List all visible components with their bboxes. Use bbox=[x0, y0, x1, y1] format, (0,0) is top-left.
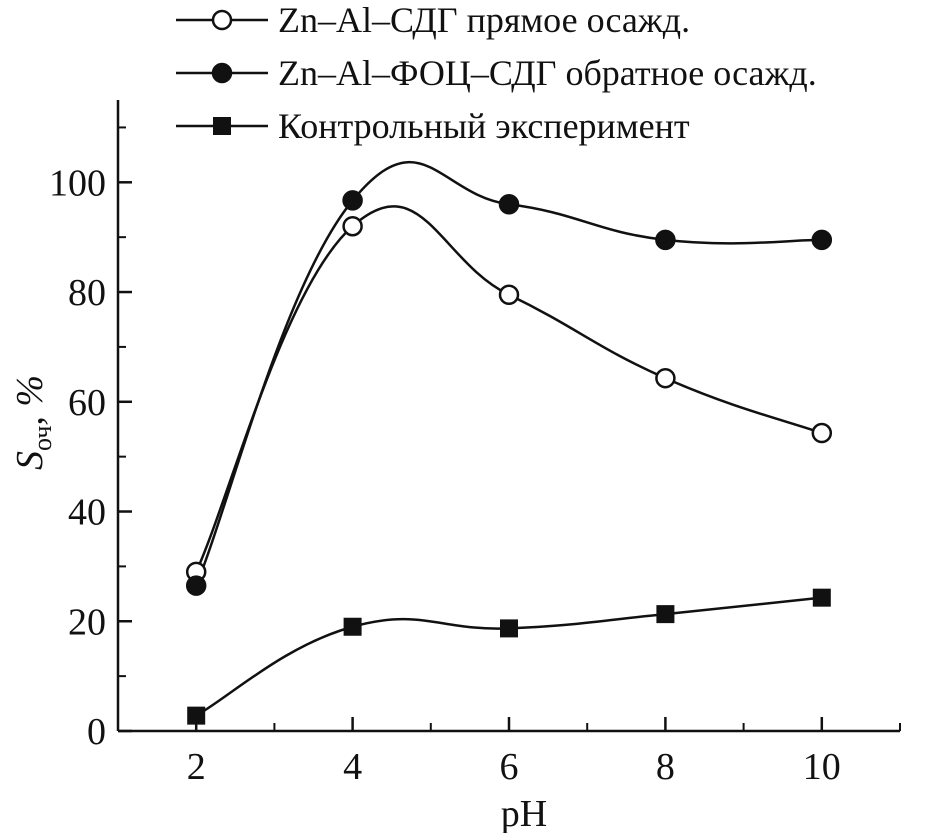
legend-marker-1 bbox=[211, 9, 233, 31]
legend-label-3: Контрольный эксперимент bbox=[278, 106, 690, 146]
legend-label-2: Zn–Al–ФОЦ–СДГ обратное осажд. bbox=[278, 53, 817, 93]
series-3-point bbox=[656, 605, 675, 624]
series-2-point bbox=[655, 229, 676, 251]
y-axis-title-symbol: S bbox=[9, 451, 51, 470]
legend-marker-2 bbox=[211, 62, 233, 84]
series-2-point bbox=[498, 194, 520, 215]
y-tick-label: 60 bbox=[68, 382, 106, 424]
x-tick-label: 8 bbox=[656, 746, 675, 788]
series-2-point bbox=[811, 229, 833, 251]
legend-marker-3 bbox=[213, 117, 231, 135]
y-tick-label: 20 bbox=[68, 601, 106, 643]
y-tick-label: 40 bbox=[68, 492, 106, 534]
x-tick-label: 10 bbox=[803, 746, 841, 788]
x-tick-label: 2 bbox=[187, 746, 206, 788]
y-axis-title-subscript: оч bbox=[28, 426, 57, 451]
y-tick-label: 0 bbox=[87, 711, 106, 753]
series-1-point bbox=[811, 422, 833, 444]
series-3-point bbox=[187, 706, 206, 725]
y-tick-label: 80 bbox=[68, 272, 106, 314]
series-markers bbox=[185, 190, 833, 725]
series-2-point bbox=[342, 190, 363, 211]
legend: Zn–Al–СДГ прямое осажд. Zn–Al–ФОЦ–СДГ обр… bbox=[176, 0, 817, 146]
y-axis-title: Sоч, % bbox=[9, 375, 57, 470]
x-axis-title: pH bbox=[501, 793, 547, 833]
series-curve-3 bbox=[195, 596, 822, 717]
series-1-point bbox=[655, 367, 676, 389]
series-3-point bbox=[812, 588, 831, 607]
series-2-point bbox=[185, 575, 207, 596]
series-1-point bbox=[342, 215, 363, 237]
series-3-point bbox=[343, 617, 362, 636]
x-tick-label: 4 bbox=[343, 746, 362, 788]
y-tick-label: 100 bbox=[49, 162, 106, 204]
x-tick-label: 6 bbox=[500, 746, 519, 788]
series-1-point bbox=[498, 284, 520, 306]
series-3-point bbox=[500, 619, 518, 638]
y-axis-title-unit: , % bbox=[9, 375, 51, 426]
series-curve-2 bbox=[195, 160, 822, 587]
legend-label-1: Zn–Al–СДГ прямое осажд. bbox=[278, 0, 690, 40]
series-curve-1 bbox=[195, 205, 823, 573]
